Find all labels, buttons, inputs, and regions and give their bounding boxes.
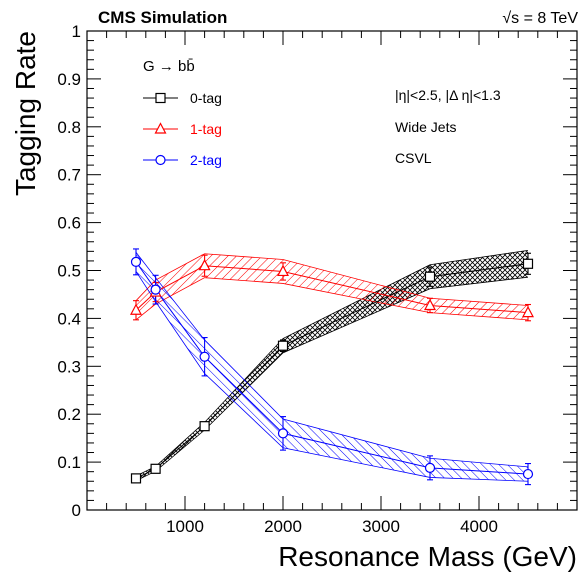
data-point-circle xyxy=(150,284,161,295)
data-point-triangle xyxy=(130,303,142,315)
data-point-circle xyxy=(424,462,436,473)
y-tick-label: 0 xyxy=(72,501,81,520)
annotation-csvl: CSVL xyxy=(395,150,432,166)
legend-label-0-tag: 0-tag xyxy=(190,90,222,106)
legend: G → bb̄ 0-tag 1-tag 2-tag xyxy=(143,58,222,168)
data-point-circle xyxy=(155,154,166,166)
x-tick-label: 3000 xyxy=(362,517,400,536)
legend-label-1-tag: 1-tag xyxy=(190,121,222,137)
x-tick-label: 2000 xyxy=(264,517,302,536)
data-point-circle xyxy=(522,468,534,480)
data-point-triangle xyxy=(198,258,211,271)
y-tick-label: 0.1 xyxy=(57,453,81,472)
y-tick-label: 0.6 xyxy=(57,214,81,233)
band-edge-upper-2-tag xyxy=(135,252,529,468)
data-point-square xyxy=(424,271,436,282)
x-tick-label: 4000 xyxy=(460,517,498,536)
data-point-circle xyxy=(130,256,142,267)
band-edge-lower-1-tag xyxy=(135,277,529,321)
data-point-square xyxy=(130,473,142,484)
experiment-label: CMS Simulation xyxy=(98,8,227,27)
y-tick-label: 0.7 xyxy=(57,166,81,185)
data-point-square xyxy=(155,92,166,104)
y-axis-label: Tagging Rate xyxy=(10,31,41,196)
energy-label: √s = 8 TeV xyxy=(502,10,578,27)
y-tick-label: 0.3 xyxy=(57,357,81,376)
y-tick-label: 0.8 xyxy=(57,118,81,137)
data-point-square xyxy=(150,463,161,474)
y-tick-label: 0.2 xyxy=(57,405,81,424)
band-0-tag xyxy=(136,250,528,481)
x-axis-label: Resonance Mass (GeV) xyxy=(278,541,577,572)
series-line-2-tag xyxy=(135,261,529,475)
legend-title: G → bb̄ xyxy=(143,58,195,75)
x-tick-label: 1000 xyxy=(166,517,204,536)
data-point-circle xyxy=(277,428,289,439)
data-point-triangle xyxy=(277,264,289,277)
y-tick-label: 0.5 xyxy=(57,262,81,281)
data-point-triangle xyxy=(522,305,534,318)
legend-label-2-tag: 2-tag xyxy=(190,152,222,168)
y-tick-label: 1 xyxy=(72,22,81,41)
data-point-triangle xyxy=(154,122,167,134)
annotation-wide-jets: Wide Jets xyxy=(395,119,456,135)
data-point-circle xyxy=(199,351,210,362)
data-point-square xyxy=(277,340,289,351)
y-tick-label: 0.4 xyxy=(57,309,81,328)
annotation-eta-cut: |η|<2.5, |Δ η|<1.3 xyxy=(395,87,501,103)
data-point-square xyxy=(522,258,534,269)
data-point-triangle xyxy=(424,298,436,311)
data-point-square xyxy=(199,421,210,432)
y-tick-label: 0.9 xyxy=(57,70,81,89)
